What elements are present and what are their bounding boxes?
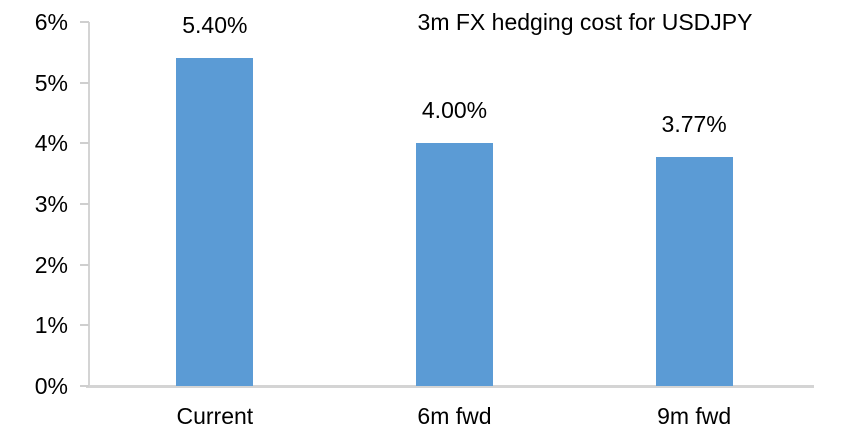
bar-6m-fwd	[416, 143, 493, 386]
bar-value-label-current: 5.40%	[182, 12, 248, 39]
y-axis-tick-label: 2%	[34, 251, 68, 278]
y-axis-tick-mark	[80, 203, 89, 205]
y-axis-tick-label: 5%	[34, 69, 68, 96]
y-axis-tick-mark	[80, 21, 89, 23]
y-axis-tick-mark	[80, 324, 89, 327]
y-axis-tick-mark	[80, 263, 89, 266]
bar-9m-fwd	[655, 157, 733, 386]
y-axis-tick-label: 4%	[34, 130, 68, 157]
x-axis-label-9m-fwd: 9m fwd	[657, 403, 732, 429]
y-axis-line	[88, 22, 90, 388]
bar-value-label-9m-fwd: 3.77%	[661, 111, 727, 138]
y-axis-tick-label: 1%	[34, 312, 68, 339]
x-axis-label-6m-fwd: 6m fwd	[417, 403, 492, 429]
y-axis-tick-mark	[80, 81, 89, 84]
bar-value-label-6m-fwd: 4.00%	[421, 97, 488, 124]
y-axis-tick-mark	[80, 385, 89, 387]
bar-current	[176, 58, 254, 386]
chart-title: 3m FX hedging cost for USDJPY	[417, 9, 753, 35]
x-axis-label-current: Current	[176, 403, 254, 429]
x-axis-line	[86, 385, 814, 388]
y-axis-tick-label: 3%	[34, 191, 68, 217]
y-axis-tick-label: 0%	[34, 373, 68, 399]
y-axis-tick-label: 6%	[34, 9, 68, 35]
y-axis-tick-mark	[80, 142, 89, 145]
